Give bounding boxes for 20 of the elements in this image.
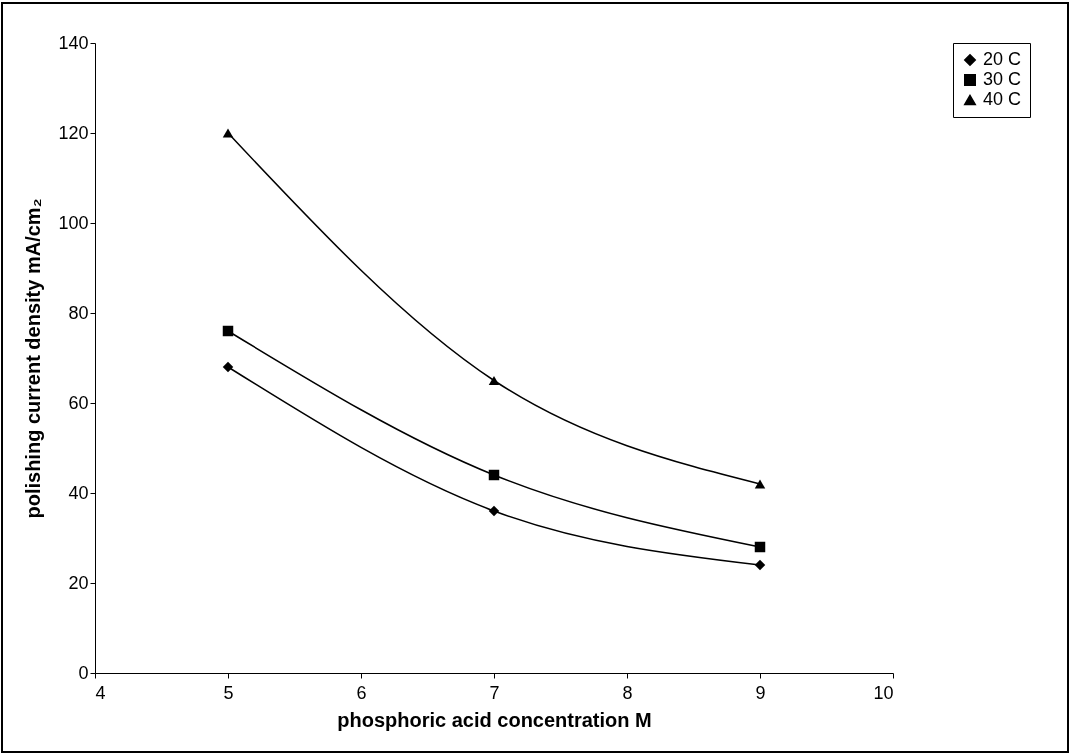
y-tick-label: 80 bbox=[68, 302, 89, 323]
y-tick-label: 60 bbox=[68, 392, 89, 413]
legend-label: 40 C bbox=[983, 89, 1022, 109]
x-axis-title: phosphoric acid concentration M bbox=[337, 708, 652, 731]
y-tick-label: 100 bbox=[58, 212, 89, 233]
y-tick-label: 120 bbox=[58, 122, 89, 143]
y-tick-label: 0 bbox=[78, 662, 89, 683]
x-tick-label: 8 bbox=[622, 682, 633, 703]
y-axis-title: polishing current density mA/cm₂ bbox=[22, 198, 45, 519]
x-tick-label: 6 bbox=[356, 682, 367, 703]
y-tick-label: 40 bbox=[68, 482, 89, 503]
legend-label: 30 C bbox=[983, 69, 1022, 89]
legend-label: 20 C bbox=[983, 49, 1022, 69]
x-tick-label: 4 bbox=[95, 682, 106, 703]
x-tick-label: 10 bbox=[873, 682, 894, 703]
x-tick-label: 9 bbox=[755, 682, 766, 703]
y-tick-label: 140 bbox=[58, 32, 89, 53]
x-tick-label: 5 bbox=[223, 682, 234, 703]
y-tick-label: 20 bbox=[68, 572, 89, 593]
x-tick-label: 7 bbox=[489, 682, 500, 703]
